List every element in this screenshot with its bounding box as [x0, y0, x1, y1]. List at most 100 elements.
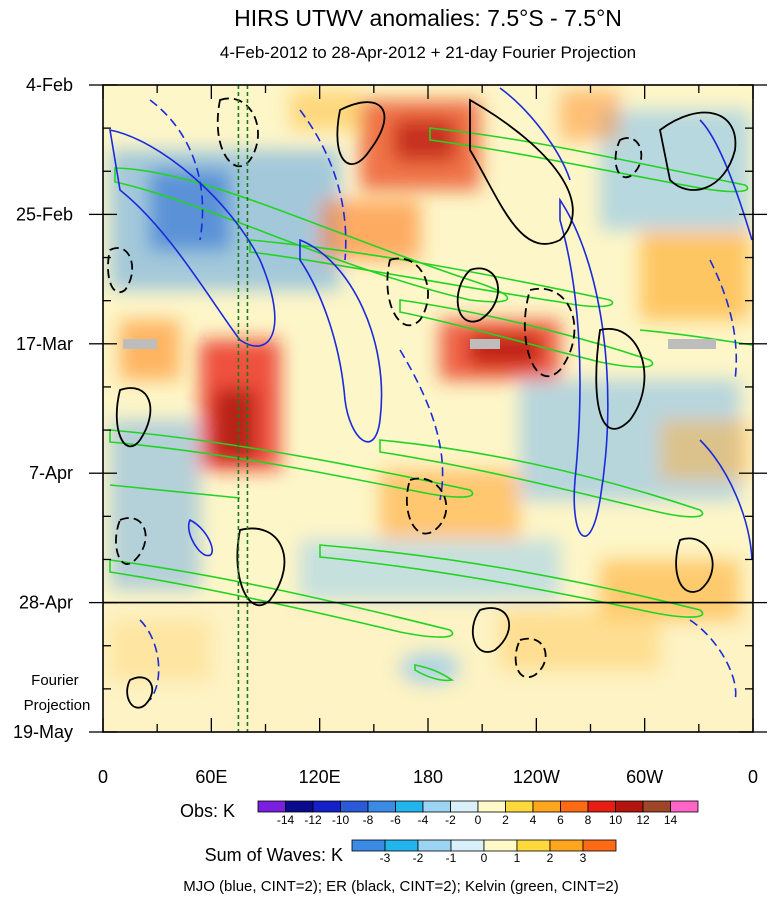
- colorbar-swatch: [582, 839, 617, 852]
- mjo-contour: [699, 439, 753, 561]
- colorbar-level-label: 3: [580, 851, 587, 865]
- er-contour: [523, 287, 576, 378]
- colorbar-level-label: 1: [514, 851, 521, 865]
- x-tick-label: 120W: [513, 767, 560, 787]
- colorbar-swatch: [285, 800, 314, 813]
- x-tick-label: 60E: [195, 767, 227, 787]
- colorbar-swatch: [505, 800, 534, 813]
- er-contour: [456, 267, 499, 323]
- x-tick-label: 0: [98, 767, 108, 787]
- colorbar-swatch: [395, 800, 424, 813]
- mjo-contour: [139, 619, 160, 701]
- positive-anomaly-region: [640, 230, 750, 320]
- colorbar-level-label: 4: [530, 813, 537, 827]
- positive-anomaly-region: [380, 470, 520, 540]
- colorbar-swatch: [450, 839, 485, 852]
- colorbar-level-label: -2: [445, 813, 456, 827]
- colorbar-level-label: -3: [380, 851, 391, 865]
- mjo-contour: [559, 197, 609, 537]
- chart-subtitle: 4-Feb-2012 to 28-Apr-2012 + 21-day Fouri…: [220, 43, 636, 62]
- waves-colorbar: -3 -2 -1 0 1 2 3: [351, 839, 617, 865]
- y-tick-label: 4-Feb: [26, 75, 73, 95]
- colorbar-level-label: 12: [636, 813, 650, 827]
- kelvin-contours: [109, 127, 753, 682]
- y-tick-label: 7-Apr: [29, 463, 73, 483]
- mjo-contour: [187, 518, 214, 557]
- kelvin-contour: [109, 429, 474, 498]
- kelvin-contour: [114, 167, 508, 303]
- mjo-contour: [149, 99, 204, 241]
- mjo-contour: [499, 87, 571, 181]
- mjo-contour: [709, 259, 738, 381]
- er-contour: [336, 101, 386, 165]
- missing-data-marks: [123, 339, 716, 349]
- positive-anomaly-region: [215, 390, 255, 460]
- positive-anomaly-region: [110, 620, 210, 680]
- fourier-projection-label: Fourier Projection: [24, 672, 91, 714]
- positive-anomaly-region: [290, 90, 360, 130]
- er-contour: [386, 257, 429, 327]
- colorbar-level-label: 8: [585, 813, 592, 827]
- colorbar-swatch: [450, 800, 479, 813]
- colorbar-level-label: -4: [418, 813, 429, 827]
- mjo-contour: [299, 109, 347, 261]
- obs-colorbar: -14 -12 -10 -8 -6 -4 -2 0 2 4 6 8 10 12 14: [257, 800, 699, 827]
- plot-area: [103, 85, 753, 732]
- colorbar-swatch: [483, 839, 518, 852]
- kelvin-contour: [319, 544, 704, 618]
- mjo-contour: [299, 238, 383, 443]
- colorbar-swatch: [257, 800, 286, 813]
- missing-data-mark: [470, 339, 500, 349]
- colorbar-swatch: [384, 839, 419, 852]
- er-contour: [107, 247, 134, 293]
- er-contour: [216, 97, 259, 168]
- positive-anomaly-region: [120, 320, 180, 380]
- kelvin-contour: [429, 127, 749, 193]
- colorbar-level-label: -10: [332, 813, 350, 827]
- colorbar-swatch: [367, 800, 396, 813]
- colorbar-swatch: [516, 839, 551, 852]
- colorbar-level-label: 0: [475, 813, 482, 827]
- er-contour: [675, 537, 714, 593]
- kelvin-contour: [379, 439, 704, 518]
- mjo-contours: [109, 87, 753, 701]
- er-contour: [659, 111, 737, 191]
- colorbar-level-label: 2: [547, 851, 554, 865]
- colorbar-level-label: 14: [664, 813, 678, 827]
- colorbar-level-label: 2: [502, 813, 509, 827]
- missing-data-mark: [123, 339, 157, 349]
- colorbar-swatch: [587, 800, 616, 813]
- er-contour: [469, 98, 574, 245]
- er-contour: [614, 137, 643, 178]
- colorbar-swatch: [477, 800, 506, 813]
- er-contour: [126, 676, 154, 709]
- er-contour: [115, 387, 152, 448]
- colorbar-level-label: -2: [413, 851, 424, 865]
- colorbar-level-label: 0: [481, 851, 488, 865]
- colorbar-level-label: -6: [390, 813, 401, 827]
- kelvin-contour: [399, 299, 654, 368]
- colorbar-level-label: -14: [277, 813, 295, 827]
- colorbar-swatch: [532, 800, 561, 813]
- waves-colorbar-label: Sum of Waves: K: [205, 845, 343, 865]
- er-contours: [107, 97, 737, 709]
- positive-anomaly-region: [395, 120, 455, 160]
- y-tick-label: 28-Apr: [19, 593, 73, 613]
- mjo-contour: [109, 128, 276, 347]
- colorbar-level-label: 10: [609, 813, 623, 827]
- mjo-contour: [699, 119, 753, 241]
- colorbar-swatch: [351, 839, 386, 852]
- obs-colorbar-label: Obs: K: [180, 801, 235, 821]
- er-contour: [514, 637, 547, 678]
- kelvin-contour: [109, 484, 241, 499]
- colorbar-level-label: -12: [304, 813, 322, 827]
- contour-legend-footnote: MJO (blue, CINT=2); ER (black, CINT=2); …: [183, 878, 619, 895]
- colorbar-swatch: [615, 800, 644, 813]
- positive-anomaly-region: [560, 90, 620, 140]
- x-axis: 0 60E 120E 180 120W 60W 0: [98, 85, 758, 787]
- negative-anomaly-region: [110, 420, 200, 590]
- kelvin-contour: [249, 239, 614, 308]
- y-tick-label: 17-Mar: [16, 334, 73, 354]
- er-contour: [595, 328, 646, 430]
